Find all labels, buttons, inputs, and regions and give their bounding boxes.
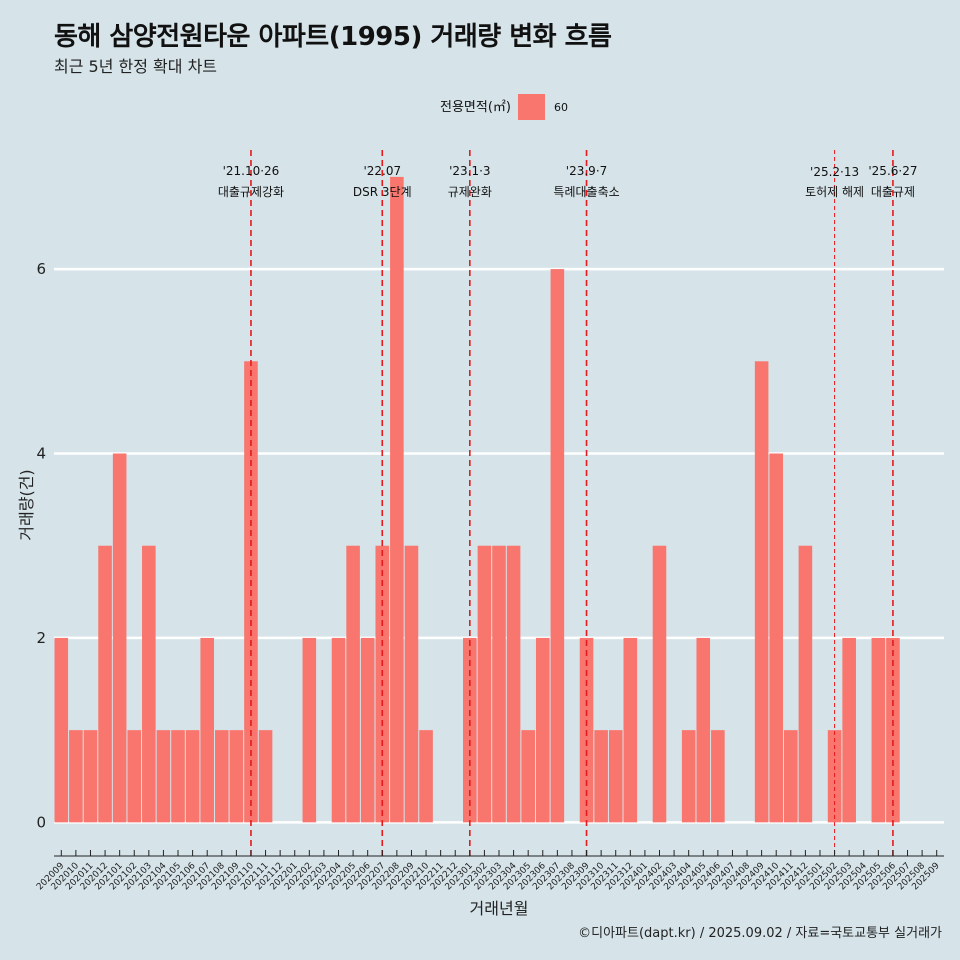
event-date-label: '23.1·3 — [449, 164, 490, 178]
y-tick-label: 6 — [36, 260, 46, 278]
bar-202204 — [331, 637, 346, 823]
bar-202503 — [842, 637, 856, 823]
bar-202404 — [681, 730, 696, 823]
bar-202310 — [594, 730, 608, 823]
bar-202306 — [535, 637, 550, 823]
event-name-label: 특례대출축소 — [553, 185, 619, 199]
bar-202209 — [404, 545, 419, 823]
event-name-label: 토허제 해제 — [805, 185, 864, 199]
bar-202010 — [69, 730, 83, 823]
source-caption: ©디아파트(dapt.kr) / 2025.09.02 / 자료=국토교통부 실… — [578, 926, 942, 941]
bar-202206 — [360, 637, 375, 823]
bar-202302 — [477, 545, 492, 823]
legend-entry-label: 60 — [554, 101, 568, 114]
legend-swatch — [518, 94, 545, 120]
bar-202205 — [346, 545, 360, 823]
event-name-label: 대출규제강화 — [218, 185, 284, 199]
bar-202402 — [652, 545, 667, 823]
bar-202311 — [608, 730, 623, 823]
bar-202412 — [798, 545, 813, 823]
legend-title: 전용면적(㎡) — [440, 100, 511, 115]
event-date-label: '23.9·7 — [566, 164, 607, 178]
bar-202103 — [142, 545, 156, 823]
event-date-label: '25.2·13 — [810, 165, 859, 179]
bar-202202 — [302, 637, 317, 823]
bar-202009 — [54, 637, 69, 823]
bar-202105 — [171, 730, 185, 823]
bar-202102 — [127, 730, 142, 823]
bars-group — [54, 176, 900, 823]
event-name-label: 대출규제 — [871, 185, 915, 199]
event-date-label: '22.07 — [363, 164, 401, 178]
chart-subtitle: 최근 5년 한정 확대 차트 — [54, 57, 218, 76]
bar-202304 — [506, 545, 521, 823]
event-name-label: DSR 3단계 — [353, 185, 412, 199]
x-axis: 2020092020102020112020122021012021022021… — [35, 850, 944, 892]
bar-202305 — [521, 730, 535, 823]
bar-202011 — [83, 730, 98, 823]
bar-202208 — [390, 176, 404, 823]
event-date-label: '25.6·27 — [868, 164, 917, 178]
bar-202111 — [258, 730, 273, 823]
y-tick-label: 2 — [36, 629, 46, 647]
bar-202505 — [871, 637, 886, 823]
bar-202104 — [156, 730, 171, 823]
bar-202405 — [696, 637, 711, 823]
bar-202101 — [112, 453, 127, 823]
chart-title: 동해 삼양전원타운 아파트(1995) 거래량 변화 흐름 — [54, 22, 612, 52]
y-tick-label: 0 — [36, 813, 46, 831]
event-date-label: '21.10·26 — [223, 164, 280, 178]
bar-202107 — [200, 637, 214, 823]
bar-202411 — [784, 730, 798, 823]
legend: 전용면적(㎡) 60 — [440, 94, 568, 120]
y-axis-title: 거래량(건) — [17, 469, 36, 540]
bar-202410 — [769, 453, 784, 823]
y-axis-ticks: 0 2 4 6 — [36, 260, 46, 831]
bar-202108 — [214, 730, 229, 823]
bar-202303 — [492, 545, 506, 823]
x-axis-title: 거래년월 — [470, 899, 529, 918]
event-markers: '21.10·26 대출규제강화 '22.07 DSR 3단계 '23.1·3 규제완화 '… — [218, 150, 917, 856]
bar-202109 — [229, 730, 244, 823]
bar-202409 — [754, 361, 769, 823]
bar-202307 — [550, 269, 565, 823]
event-name-label: 규제완화 — [448, 185, 492, 199]
bar-202012 — [98, 545, 112, 823]
y-tick-label: 4 — [36, 445, 46, 463]
bar-202106 — [185, 730, 200, 823]
bar-202210 — [419, 730, 433, 823]
bar-202406 — [711, 730, 725, 823]
bar-202312 — [623, 637, 638, 823]
